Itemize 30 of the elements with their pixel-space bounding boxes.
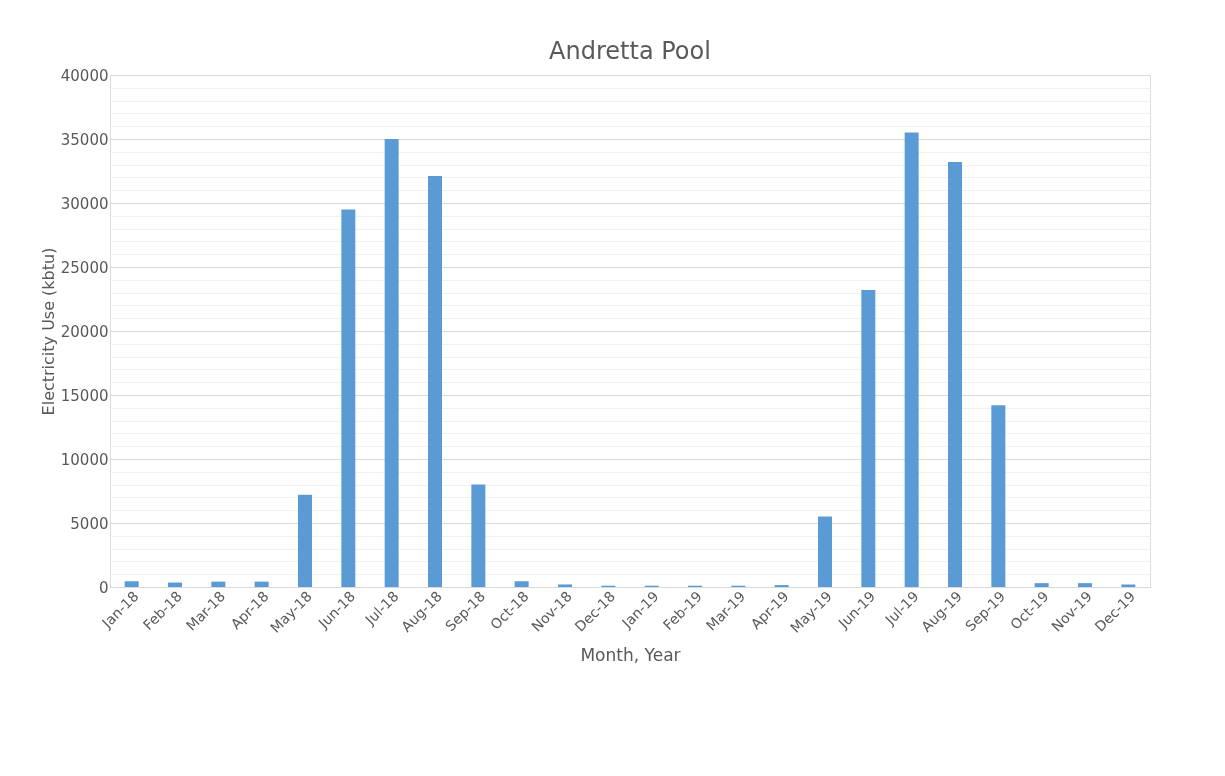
x-axis-title: Month, Year [580, 644, 681, 665]
bar [1121, 584, 1136, 587]
bar [558, 584, 572, 587]
bar [471, 484, 486, 587]
chart-title: Andretta Pool [549, 37, 711, 65]
bar [384, 139, 399, 587]
bar [1034, 583, 1049, 587]
y-tick-label: 20000 [60, 322, 109, 341]
bar [341, 209, 356, 587]
y-tick-label: 0 [98, 578, 109, 597]
bar [254, 581, 269, 587]
y-tick-label: 40000 [60, 66, 109, 85]
y-tick-label: 5000 [70, 514, 109, 533]
bar [514, 581, 529, 587]
bar [861, 290, 876, 587]
y-tick-label: 35000 [60, 130, 109, 149]
bar [124, 581, 139, 587]
y-tick-label: 10000 [60, 450, 109, 469]
bar [1078, 583, 1092, 587]
y-axis-title: Electricity Use (kbtu) [38, 247, 58, 416]
bar [818, 516, 832, 587]
bar [904, 132, 919, 587]
y-tick-label: 30000 [60, 194, 109, 213]
bar [991, 405, 1006, 587]
bar [298, 494, 312, 587]
bar [211, 581, 226, 587]
y-tick-label: 15000 [60, 386, 109, 405]
bar [428, 176, 442, 587]
bar [948, 162, 962, 587]
y-tick-label: 25000 [60, 258, 109, 277]
